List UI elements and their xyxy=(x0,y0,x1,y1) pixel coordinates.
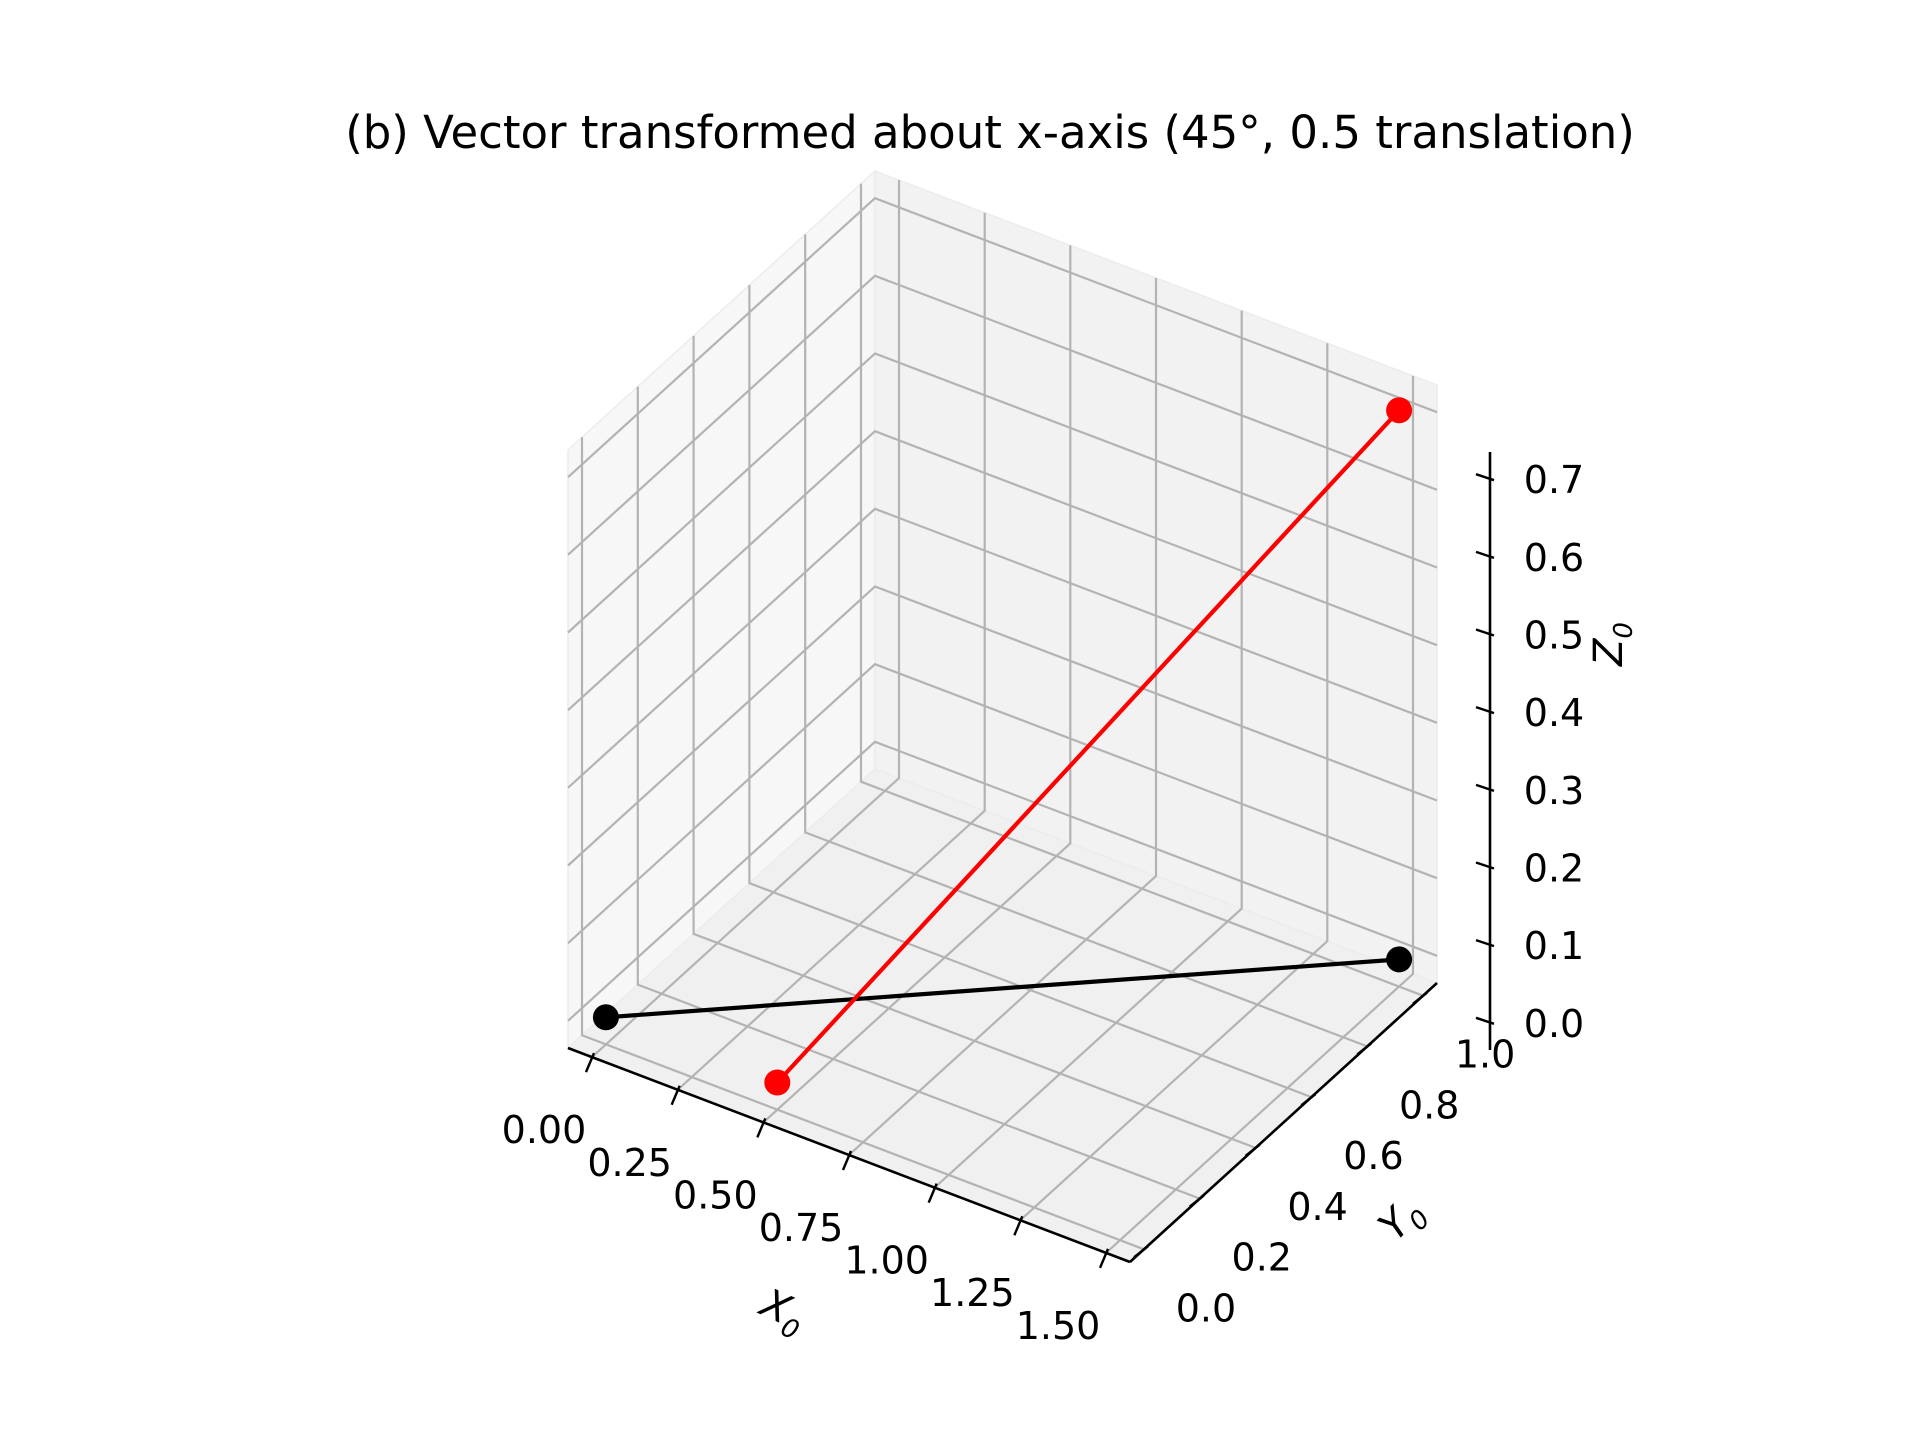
x-tick xyxy=(584,1052,596,1073)
series-point xyxy=(1386,397,1413,424)
axis-layer xyxy=(567,452,1495,1269)
z-axis-label: Z0 xyxy=(1586,622,1639,667)
data-layer xyxy=(592,397,1413,1096)
x-gridline xyxy=(1105,375,1415,1254)
y-axis-label: Y0 xyxy=(1370,1188,1437,1254)
y-tick-label: 0.0 xyxy=(1176,1286,1236,1330)
z-gridline xyxy=(567,196,1438,479)
x-tick-label: 0.50 xyxy=(673,1173,758,1217)
y-tick-label: 0.2 xyxy=(1232,1236,1292,1280)
z-tick-label: 0.5 xyxy=(1524,614,1584,658)
series-point xyxy=(764,1069,791,1096)
y-gridline xyxy=(636,386,1201,1200)
y-gridline xyxy=(859,183,1424,997)
z-tick-label: 0.4 xyxy=(1524,691,1584,735)
y-tick xyxy=(1244,1143,1261,1157)
x-gridline xyxy=(848,278,1158,1156)
series-line xyxy=(775,408,1401,1084)
y-gridline xyxy=(748,285,1312,1099)
x-tick-label: 1.50 xyxy=(1016,1304,1101,1348)
series-line xyxy=(605,957,1400,1020)
z-tick-label: 0.7 xyxy=(1524,458,1584,502)
y-tick-label: 1.0 xyxy=(1455,1033,1515,1077)
chart-title: (b) Vector transformed about x-axis (45°… xyxy=(345,106,1635,159)
z-tick xyxy=(1475,628,1495,637)
z-tick xyxy=(1475,1016,1495,1025)
x-gridline xyxy=(762,245,1072,1124)
x-tick xyxy=(927,1183,938,1204)
z-gridline xyxy=(567,507,1438,789)
label-layer: X0 Y0 Z0 0.000.250.500.751.001.251.50 0.0… xyxy=(502,458,1639,1348)
x-tick-label: 1.00 xyxy=(844,1239,929,1283)
x-tick xyxy=(841,1150,853,1171)
y-tick-label: 0.6 xyxy=(1343,1134,1403,1178)
z-tick-label: 0.0 xyxy=(1524,1002,1584,1046)
z-gridline xyxy=(567,274,1438,556)
z-gridline xyxy=(567,662,1438,945)
x-tick xyxy=(670,1085,681,1106)
series-point xyxy=(592,1004,619,1031)
series-point xyxy=(1386,946,1413,973)
z-gridline xyxy=(567,585,1438,867)
z-tick-label: 0.2 xyxy=(1524,846,1584,890)
x-tick xyxy=(756,1117,767,1138)
z-tick-label: 0.3 xyxy=(1524,769,1584,813)
x-tick xyxy=(1013,1215,1024,1236)
y-gridline xyxy=(692,335,1256,1149)
y-gridline xyxy=(580,437,1145,1251)
y-tick xyxy=(1412,991,1428,1005)
z-tick xyxy=(1475,550,1495,559)
y-tick-label: 0.4 xyxy=(1287,1185,1347,1229)
y-tick xyxy=(1356,1042,1372,1056)
x-gridline xyxy=(676,212,986,1091)
z-tick xyxy=(1475,861,1495,870)
y-tick xyxy=(1189,1194,1205,1208)
z-tick-label: 0.6 xyxy=(1524,536,1584,580)
y-axis-line xyxy=(1129,982,1438,1263)
x-axis-label: X0 xyxy=(749,1279,813,1346)
y-tick xyxy=(1300,1093,1317,1107)
z-tick xyxy=(1475,939,1495,948)
x-tick-label: 0.25 xyxy=(587,1141,672,1185)
x-tick xyxy=(1098,1248,1110,1269)
y-tick-label: 0.8 xyxy=(1399,1083,1459,1127)
x-tick-label: 0.00 xyxy=(502,1108,587,1152)
z-gridline xyxy=(567,352,1438,634)
y-tick xyxy=(1133,1245,1149,1259)
x-gridline xyxy=(933,310,1243,1189)
x-gridline xyxy=(591,180,901,1058)
z-tick xyxy=(1475,783,1495,792)
z-tick xyxy=(1475,473,1495,482)
z-tick-label: 0.1 xyxy=(1524,924,1584,968)
x-tick-label: 1.25 xyxy=(930,1271,1015,1315)
x-tick-label: 0.75 xyxy=(759,1206,844,1250)
z-tick xyxy=(1475,706,1495,715)
grid-layer xyxy=(567,180,1438,1254)
z-gridline xyxy=(567,740,1438,1022)
x-gridline xyxy=(1019,343,1329,1222)
